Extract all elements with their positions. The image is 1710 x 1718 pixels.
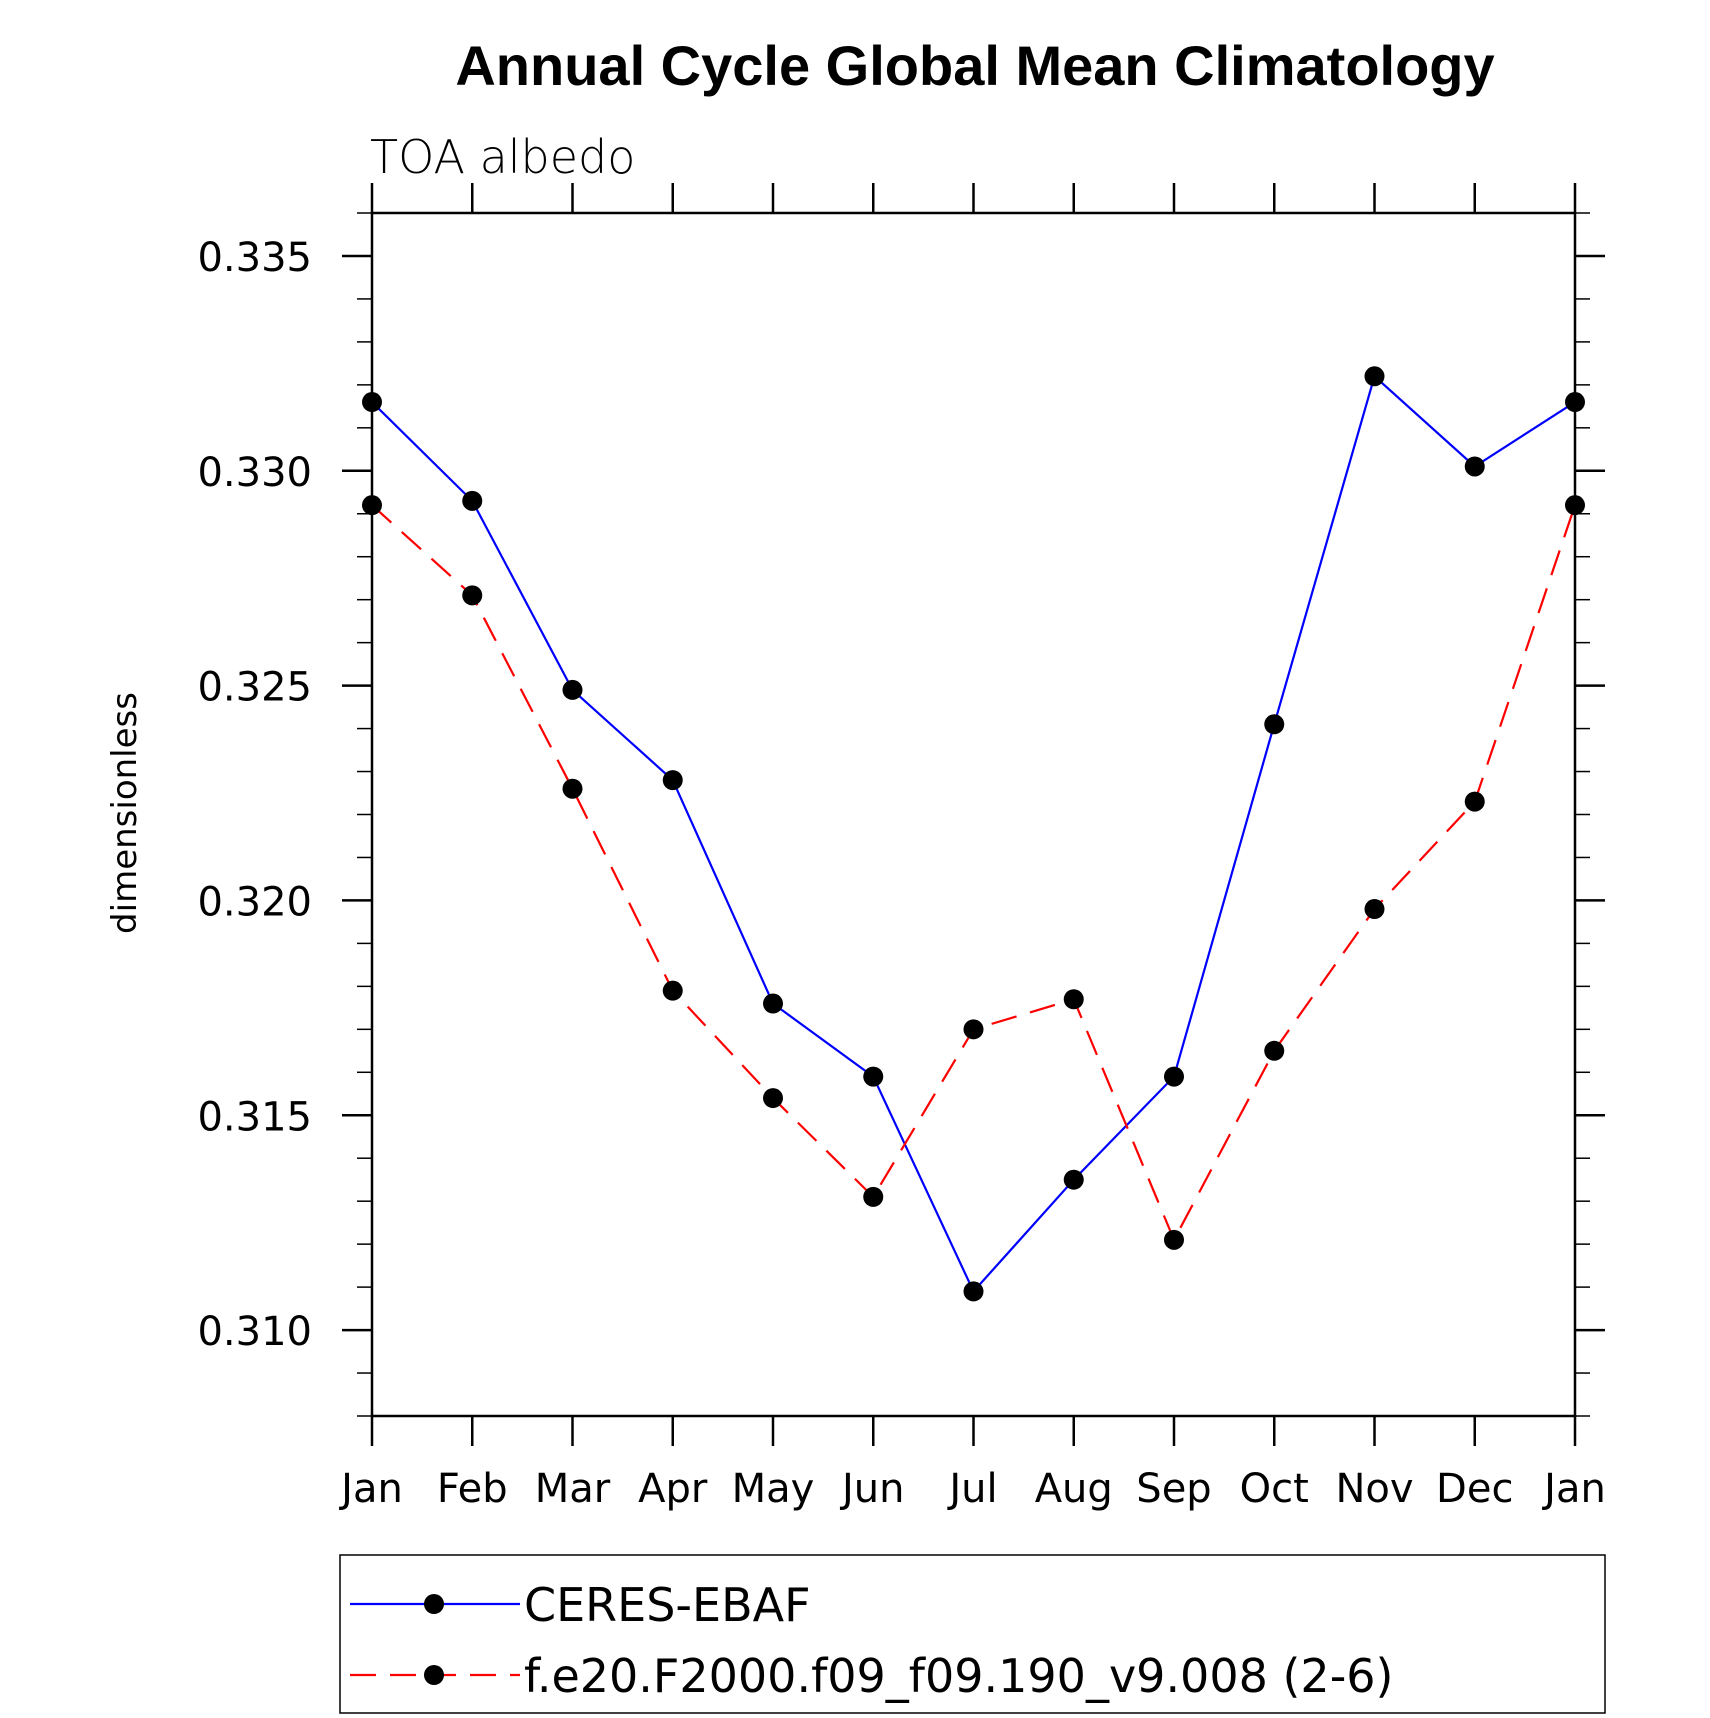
x-tick-label: Aug (1035, 1466, 1113, 1512)
x-tick-labels: Jan Feb Mar Apr May Jun Jul Aug Sep Oct Nov Dec Jan (338, 1466, 1606, 1512)
x-tick-label: Jul (946, 1466, 997, 1512)
series-2-point (1565, 495, 1585, 516)
legend: CERES-EBAF f.e20.F2000.f09_f09.190_v9.008… (339, 1554, 1606, 1714)
legend-marker-2 (424, 1665, 444, 1685)
x-tick-label: Jan (1541, 1466, 1606, 1512)
chart-subtitle: TOA albedo (370, 130, 635, 184)
y-tick-label: 0.325 (197, 665, 312, 711)
series-1-point (362, 392, 382, 413)
x-tick-label: Oct (1240, 1466, 1309, 1512)
x-tick-label: May (732, 1466, 815, 1512)
series-1-point (1464, 456, 1485, 477)
series-1-point (763, 993, 783, 1014)
series-1-point (1364, 366, 1385, 387)
x-tick-label: Jan (338, 1466, 403, 1512)
x-tick-label: Feb (437, 1466, 508, 1512)
series-2-point (963, 1019, 984, 1040)
y-tick-label: 0.330 (197, 450, 312, 496)
legend-label-1: CERES-EBAF (524, 1578, 811, 1632)
series-2-point (562, 778, 583, 799)
legend-box (339, 1554, 1606, 1714)
series-1-point (462, 490, 483, 511)
series-1-point (662, 770, 683, 791)
series-1-point (1164, 1066, 1184, 1087)
y-tick-labels: 0.310 0.315 0.320 0.325 0.330 0.335 (197, 235, 312, 1355)
y-tick-label: 0.335 (197, 235, 312, 281)
x-tick-label: Jun (839, 1466, 905, 1512)
series-1-point (963, 1281, 984, 1302)
series-2-point (1164, 1229, 1184, 1250)
series-2-point (863, 1186, 884, 1207)
y-axis-label: dimensionless (105, 692, 145, 934)
series-line-1 (371, 374, 1576, 1294)
series-1-point (863, 1066, 884, 1087)
y-tick-label: 0.315 (197, 1094, 312, 1140)
series-2-point (1464, 791, 1485, 812)
x-tick-label: Nov (1335, 1466, 1413, 1512)
y-tick-label: 0.320 (197, 879, 312, 925)
legend-marker-1 (424, 1594, 444, 1614)
chart-title: Annual Cycle Global Mean Climatology (455, 34, 1494, 97)
data-series (362, 366, 1585, 1302)
series-1-point (1264, 714, 1285, 735)
x-tick-label: Sep (1136, 1466, 1211, 1512)
series-2-point (1264, 1040, 1285, 1061)
x-tick-label: Dec (1436, 1466, 1513, 1512)
y-tick-label: 0.310 (197, 1309, 312, 1355)
series-line-2 (371, 504, 1577, 1243)
series-2-point (763, 1088, 783, 1109)
series-2-point (362, 495, 382, 516)
axis-ticks (342, 183, 1605, 1446)
series-1-point (1063, 1169, 1084, 1190)
series-2-point (1364, 899, 1385, 920)
series-2-point (1063, 989, 1084, 1010)
x-tick-label: Apr (638, 1466, 708, 1512)
legend-label-2: f.e20.F2000.f09_f09.190_v9.008 (2-6) (524, 1649, 1394, 1703)
x-tick-label: Mar (535, 1466, 611, 1512)
series-2-point (462, 585, 483, 606)
series-1-point (562, 679, 583, 700)
series-1-point (1565, 392, 1585, 413)
series-2-point (662, 980, 683, 1001)
